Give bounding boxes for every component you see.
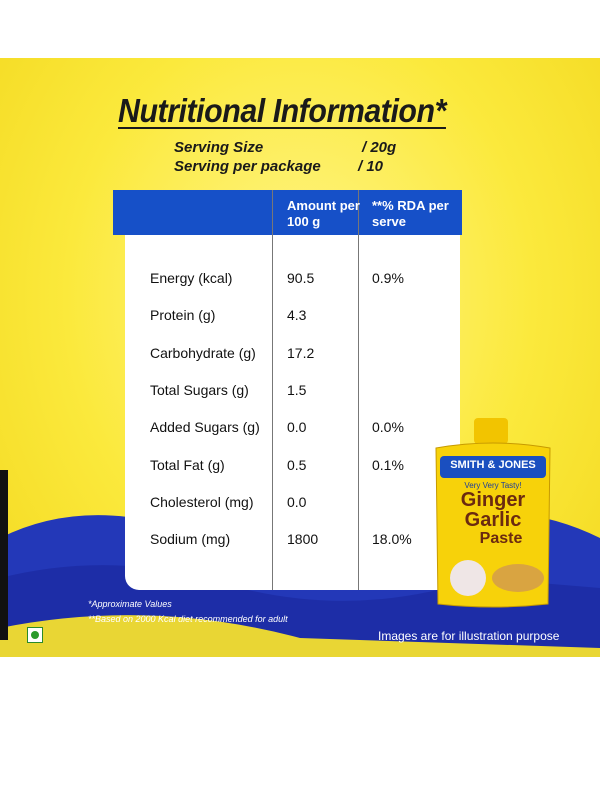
disclaimer: Images are for illustration purpose (378, 629, 560, 643)
cell-rda: 0.0% (372, 419, 404, 436)
cell-label: Energy (kcal) (150, 270, 233, 286)
product-pouch: SMITH & JONES Very Very Tasty! Ginger Ga… (430, 418, 556, 610)
veg-symbol (27, 627, 43, 643)
serving-value: / 10 (358, 158, 384, 175)
cell-amount: 0.5 (287, 456, 307, 473)
cell-amount: 4.3 (287, 307, 307, 324)
cell-rda: 0.9% (372, 270, 404, 286)
cell-label: Carbohydrate (g) (150, 344, 256, 361)
column-divider (272, 190, 273, 590)
product-name: Ginger (460, 489, 526, 511)
cell-amount: 90.5 (287, 270, 315, 286)
edge-bar (0, 470, 8, 640)
footnote: *Approximate Values (88, 599, 172, 609)
cell-rda: 0.1% (372, 456, 404, 473)
cell-label: Total Fat (g) (150, 456, 225, 473)
cell-label: Sodium (mg) (150, 531, 231, 548)
cell-rda: 18.0% (372, 531, 412, 548)
cell-label: Total Sugars (g) (150, 381, 249, 398)
column-divider (358, 190, 359, 590)
table-body (125, 235, 460, 590)
cell-amount: 0.0 (287, 419, 307, 436)
serving-value: / 20g (362, 139, 397, 156)
cell-label: Protein (g) (150, 307, 216, 324)
product-name: Garlic (464, 509, 522, 531)
product-name: Paste (479, 530, 523, 547)
cell-amount: 1800 (287, 531, 319, 548)
title: Nutritional Information* (118, 92, 446, 129)
footnote: **Based on 2000 Kcal diet recommended fo… (88, 614, 288, 624)
serving-label: Serving per package (174, 158, 321, 175)
tagline: Very Very Tasty! (464, 481, 522, 490)
header-cell: Amount per 100 g (287, 198, 360, 229)
cell-amount: 0.0 (287, 493, 307, 510)
brand: SMITH & JONES (450, 459, 536, 471)
cell-amount: 1.5 (287, 381, 307, 398)
cell-label: Added Sugars (g) (150, 419, 260, 436)
cell-amount: 17.2 (287, 344, 315, 361)
header-cell: **% RDA per serve (372, 198, 449, 229)
cell-label: Cholesterol (mg) (150, 493, 254, 510)
serving-label: Serving Size (174, 139, 264, 156)
table-header (113, 190, 462, 235)
